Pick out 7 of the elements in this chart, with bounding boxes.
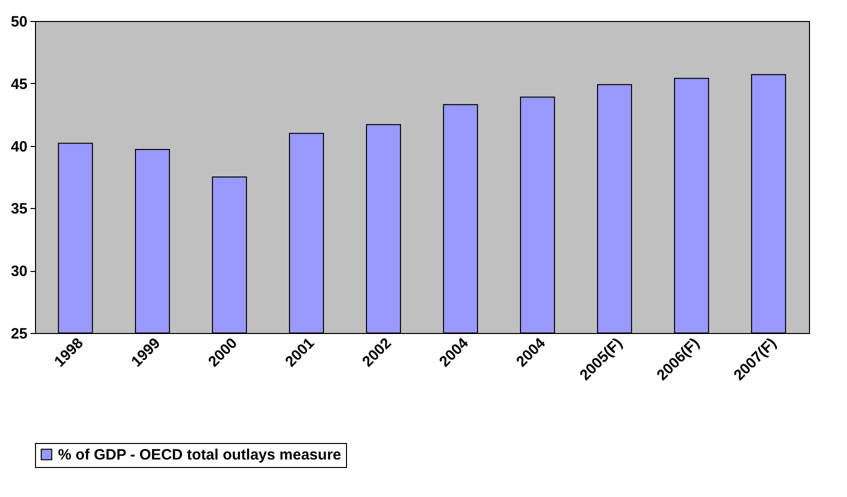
y-tick-label: 35 (10, 200, 28, 218)
y-tick-label: 25 (10, 326, 28, 342)
legend-label: % of GDP - OECD total outlays measure (58, 446, 342, 464)
y-tick-label: 50 (10, 14, 28, 30)
y-tick-label: 40 (10, 138, 28, 156)
y-tick-label: 30 (10, 263, 28, 280)
y-tick-label: 45 (10, 76, 28, 93)
